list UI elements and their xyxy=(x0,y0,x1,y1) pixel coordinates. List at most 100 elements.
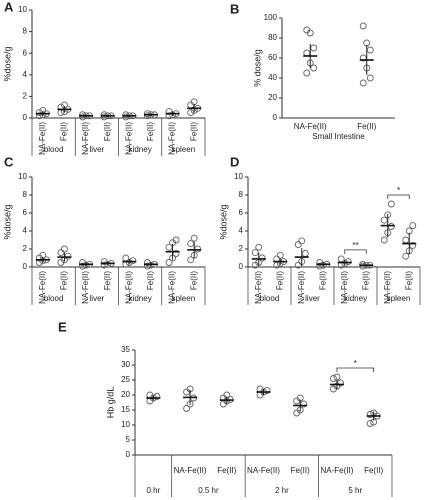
y-tick-label: 10 xyxy=(18,172,27,181)
category-label: NA-Fe(II) xyxy=(38,271,47,304)
category-label: Fe(II) xyxy=(103,271,112,290)
y-tick-label: 30 xyxy=(121,360,130,369)
category-label: Fe(II) xyxy=(357,122,376,131)
data-point xyxy=(129,257,137,265)
y-tick-label: 2 xyxy=(23,244,28,253)
category-label: NA-Fe(II) xyxy=(81,271,90,304)
y-tick-label: 25 xyxy=(121,375,130,384)
data-point xyxy=(183,405,191,412)
category-label: NA-Fe(II) xyxy=(38,122,47,155)
data-point xyxy=(380,236,388,244)
group-label: 0 hr xyxy=(146,486,160,495)
data-point xyxy=(366,420,374,427)
category-label: Fe(II) xyxy=(217,466,236,475)
group-label: 0.5 hr xyxy=(198,486,219,495)
category-label: NA-Fe(II) xyxy=(174,466,207,475)
significance-bracket xyxy=(344,249,367,254)
y-tick-label: 80 xyxy=(268,33,277,42)
group-label: kidney xyxy=(129,294,152,303)
category-label: Fe(II) xyxy=(364,466,383,475)
data-point xyxy=(387,200,395,208)
y-tick-label: 100 xyxy=(264,13,278,22)
y-tick-label: 6 xyxy=(23,48,28,57)
data-point xyxy=(366,74,374,82)
data-point xyxy=(310,64,318,72)
y-tick-label: 60 xyxy=(268,53,277,62)
significance-bracket xyxy=(336,367,375,372)
category-label: Fe(II) xyxy=(146,122,155,141)
significance-label: * xyxy=(397,186,400,195)
category-label: Fe(II) xyxy=(60,271,69,290)
group-label: blood xyxy=(44,294,64,303)
group-label: spleen xyxy=(172,294,196,303)
data-point xyxy=(255,243,263,251)
group-label: 2 hr xyxy=(275,486,289,495)
group-label: kidney xyxy=(344,294,367,303)
category-label: NA-Fe(II) xyxy=(247,466,280,475)
y-tick-label: 10 xyxy=(121,420,130,429)
y-tick-label: 4 xyxy=(239,226,244,235)
category-label: NA-Fe(II) xyxy=(340,271,349,304)
y-tick-label: 40 xyxy=(268,73,277,82)
category-label: Fe(II) xyxy=(404,271,413,290)
data-point xyxy=(190,234,198,242)
group-label: kidney xyxy=(129,145,152,154)
category-label: NA-Fe(II) xyxy=(124,271,133,304)
group-label: liver xyxy=(90,145,105,154)
category-label: NA-Fe(II) xyxy=(383,271,392,304)
significance-label: * xyxy=(354,359,357,368)
category-label: Fe(II) xyxy=(189,271,198,290)
data-point xyxy=(187,240,195,248)
category-label: Fe(II) xyxy=(189,122,198,141)
y-tick-label: 4 xyxy=(23,226,28,235)
y-tick-label: 0 xyxy=(23,262,28,271)
panel-label: D xyxy=(230,154,239,169)
panel-label: E xyxy=(58,319,67,334)
data-point xyxy=(190,98,198,106)
data-point xyxy=(303,49,311,57)
panel-label: A xyxy=(4,0,14,14)
data-point xyxy=(294,241,302,248)
data-point xyxy=(402,252,410,260)
group-label: spleen xyxy=(172,145,196,154)
y-tick-label: 20 xyxy=(268,93,277,102)
category-label: NA-Fe(II) xyxy=(297,271,306,304)
panel-label: C xyxy=(4,154,14,169)
category-label: NA-Fe(II) xyxy=(81,122,90,155)
category-label: Fe(II) xyxy=(318,271,327,290)
data-point xyxy=(380,216,388,224)
y-tick-label: 8 xyxy=(23,190,28,199)
data-point xyxy=(344,258,352,266)
group-label: liver xyxy=(90,294,105,303)
y-axis-label: %dose/g xyxy=(218,204,228,239)
y-axis-label: Hb g/dL xyxy=(105,387,115,419)
data-point xyxy=(187,101,195,109)
significance-label: ** xyxy=(352,241,358,250)
data-point xyxy=(303,69,311,77)
y-tick-label: 6 xyxy=(23,208,28,217)
group-label: blood xyxy=(44,145,64,154)
data-point xyxy=(301,250,309,257)
data-point xyxy=(187,256,195,264)
panel-label: B xyxy=(230,1,239,16)
significance-bracket xyxy=(387,194,410,199)
data-point xyxy=(165,259,173,266)
data-point xyxy=(387,223,395,230)
category-label: Fe(II) xyxy=(103,122,112,141)
category-label: Fe(II) xyxy=(60,122,69,141)
y-tick-label: 35 xyxy=(121,345,130,354)
data-point xyxy=(64,252,72,260)
group-label: liver xyxy=(305,294,320,303)
y-axis-label: % dose/g xyxy=(252,49,262,87)
y-axis-label: %dose/g xyxy=(2,46,12,81)
y-tick-label: 10 xyxy=(18,5,27,14)
y-tick-label: 4 xyxy=(23,70,28,79)
y-tick-label: 2 xyxy=(23,92,28,101)
category-label: NA-Fe(II) xyxy=(168,122,177,155)
data-point xyxy=(298,237,306,245)
data-point xyxy=(409,222,417,230)
y-tick-label: 2 xyxy=(239,244,244,253)
data-point xyxy=(122,254,130,262)
data-point xyxy=(366,46,374,54)
y-tick-label: 6 xyxy=(239,208,244,217)
